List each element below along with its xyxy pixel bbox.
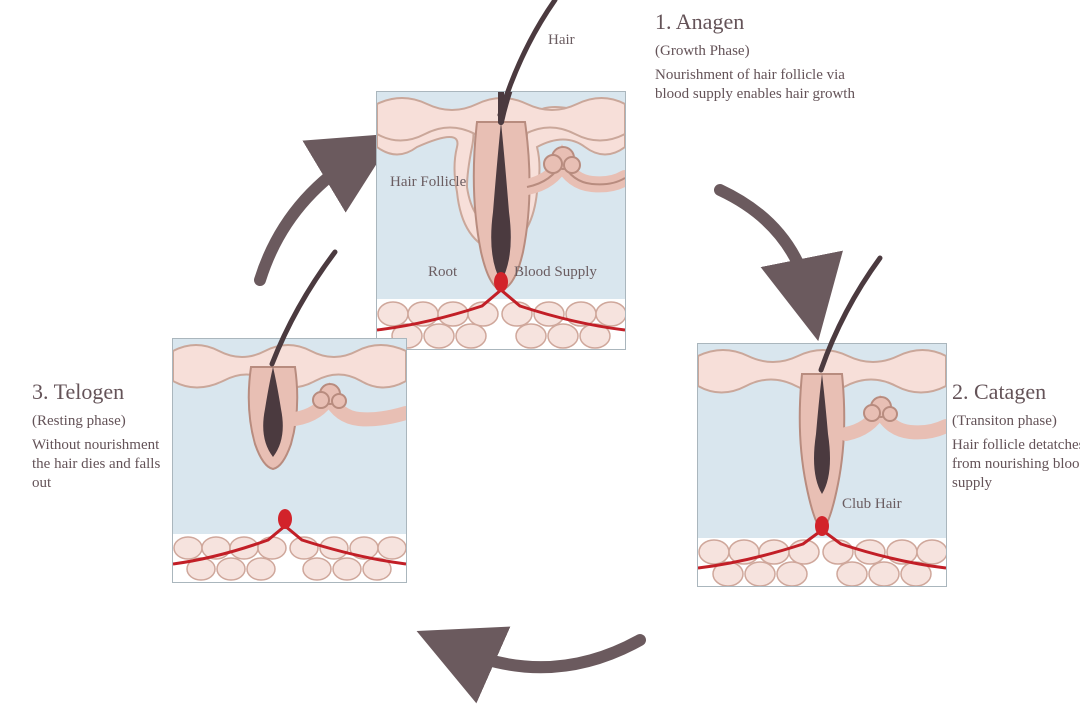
anagen-panel: [376, 91, 626, 350]
catagen-panel: [697, 343, 947, 587]
telogen-desc: Without nourishment the hair dies and fa…: [32, 436, 172, 492]
catagen-desc: Hair follicle detatches from nourishing …: [952, 436, 1080, 492]
label-root: Root: [428, 264, 457, 281]
anagen-subtitle: (Growth Phase): [655, 42, 875, 61]
anagen-title: 1. Anagen: [655, 8, 875, 36]
diagram-stage: 1. Anagen (Growth Phase) Nourishment of …: [0, 0, 1080, 721]
telogen-text: 3. Telogen (Resting phase) Without nouri…: [32, 378, 172, 493]
label-hair: Hair: [548, 32, 575, 49]
anagen-text: 1. Anagen (Growth Phase) Nourishment of …: [655, 8, 875, 104]
anagen-desc: Nourishment of hair follicle via blood s…: [655, 66, 875, 104]
label-hair-follicle: Hair Follicle: [390, 174, 466, 191]
catagen-title: 2. Catagen: [952, 378, 1080, 406]
label-club-hair: Club Hair: [842, 496, 902, 513]
catagen-text: 2. Catagen (Transiton phase) Hair follic…: [952, 378, 1080, 493]
telogen-title: 3. Telogen: [32, 378, 172, 406]
telogen-panel: [172, 338, 407, 583]
telogen-subtitle: (Resting phase): [32, 412, 172, 431]
catagen-subtitle: (Transiton phase): [952, 412, 1080, 431]
label-blood-supply: Blood Supply: [514, 264, 597, 281]
